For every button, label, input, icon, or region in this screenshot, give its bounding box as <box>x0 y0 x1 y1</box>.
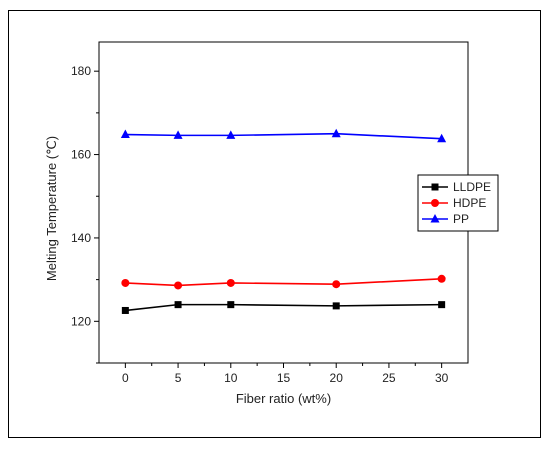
x-tick-label: 30 <box>435 371 449 385</box>
y-axis-title: Melting Temperature (℃) <box>44 136 59 281</box>
x-tick-label: 25 <box>382 371 396 385</box>
data-point-pp <box>437 133 447 143</box>
y-tick-label: 180 <box>71 64 91 78</box>
data-point-pp <box>331 128 341 138</box>
x-axis-title: Fiber ratio (wt%) <box>236 391 331 406</box>
series-pp <box>120 128 447 143</box>
legend-marker-pp <box>430 214 440 223</box>
data-point-lldpe <box>332 302 340 310</box>
data-point-lldpe <box>438 301 446 309</box>
series-layer <box>120 128 447 314</box>
x-tick-label: 20 <box>330 371 344 385</box>
chart-frame <box>8 10 541 438</box>
series-line-lldpe <box>125 303 442 312</box>
legend-marker-hdpe <box>431 199 439 207</box>
ticks: 0 5 10 15 20 25 30 120 140 160 180 <box>71 64 449 385</box>
data-point-pp <box>120 129 130 139</box>
axes <box>98 41 469 364</box>
plot-area-border <box>98 41 469 364</box>
legend: LLDPE HDPE PP <box>417 174 499 232</box>
legend-label-pp: PP <box>453 212 469 226</box>
data-point-hdpe <box>174 281 183 290</box>
data-point-hdpe <box>332 280 341 289</box>
data-point-hdpe <box>437 274 446 283</box>
x-tick-label: 15 <box>277 371 291 385</box>
legend-marker-lldpe <box>431 183 439 191</box>
data-point-hdpe <box>226 278 235 287</box>
y-tick-label: 120 <box>71 314 91 328</box>
data-point-lldpe <box>174 301 182 309</box>
data-point-lldpe <box>121 306 129 314</box>
series-line-pp <box>125 132 442 140</box>
x-tick-label: 5 <box>175 371 182 385</box>
series-line-hdpe <box>125 277 442 287</box>
data-point-pp <box>173 130 183 139</box>
y-tick-label: 140 <box>71 231 91 245</box>
series-lldpe <box>121 301 446 314</box>
y-tick-label: 160 <box>71 148 91 162</box>
data-point-lldpe <box>227 301 235 309</box>
data-point-pp <box>226 130 236 139</box>
x-tick-label: 10 <box>224 371 238 385</box>
x-tick-label: 0 <box>122 371 129 385</box>
legend-label-lldpe: LLDPE <box>453 180 491 194</box>
series-hdpe <box>121 274 446 290</box>
data-point-hdpe <box>121 278 130 287</box>
legend-label-hdpe: HDPE <box>453 196 486 210</box>
